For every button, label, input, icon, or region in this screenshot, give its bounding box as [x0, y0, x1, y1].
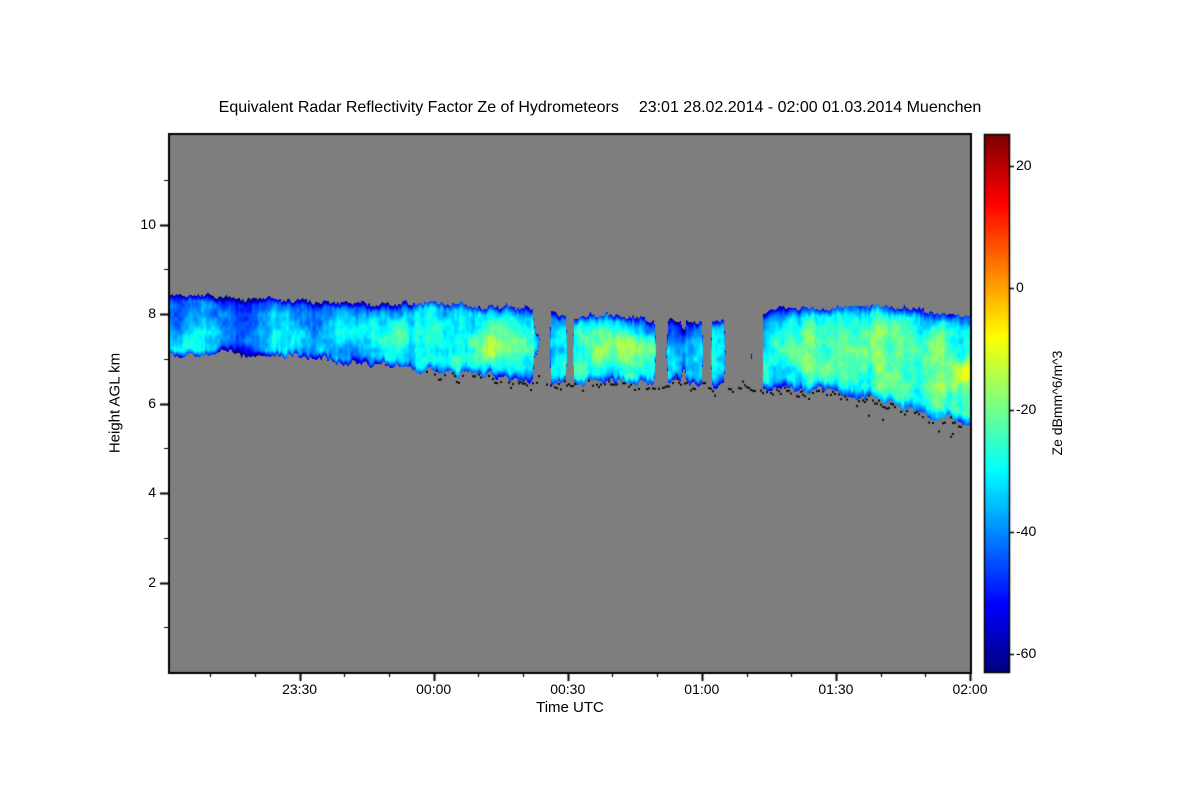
y-tick-label: 8	[148, 305, 156, 321]
colorbar-tick-label: 0	[1016, 278, 1024, 295]
colorbar-tick-label: -20	[1016, 400, 1037, 417]
x-tick-label: 02:00	[952, 681, 988, 697]
y-tick-label: 4	[148, 484, 156, 500]
colorbar-label: Ze dBmm^6/m^3	[1049, 350, 1065, 456]
x-tick-label: 01:30	[818, 681, 854, 697]
x-axis-label: Time UTC	[536, 699, 604, 716]
figure-title-row: Equivalent Radar Reflectivity Factor Ze …	[0, 99, 1200, 117]
figure-date-range: 23:01 28.02.2014 - 02:00 01.03.2014 Muen…	[638, 99, 982, 116]
x-tick-label: 01:00	[684, 681, 720, 697]
y-tick-label: 6	[148, 394, 156, 411]
colorbar-tick-label: 20	[1016, 156, 1032, 173]
colorbar-tick-label: -40	[1016, 522, 1037, 539]
y-tick-label: 2	[148, 573, 156, 590]
figure-title: Equivalent Radar Reflectivity Factor Ze …	[218, 99, 619, 116]
y-tick-label: 10	[140, 215, 156, 232]
x-tick-label: 00:30	[550, 681, 586, 697]
x-tick-label: 23:30	[282, 681, 318, 697]
x-tick-label: 00:00	[416, 681, 452, 697]
colorbar-tick-label: -60	[1016, 644, 1037, 661]
